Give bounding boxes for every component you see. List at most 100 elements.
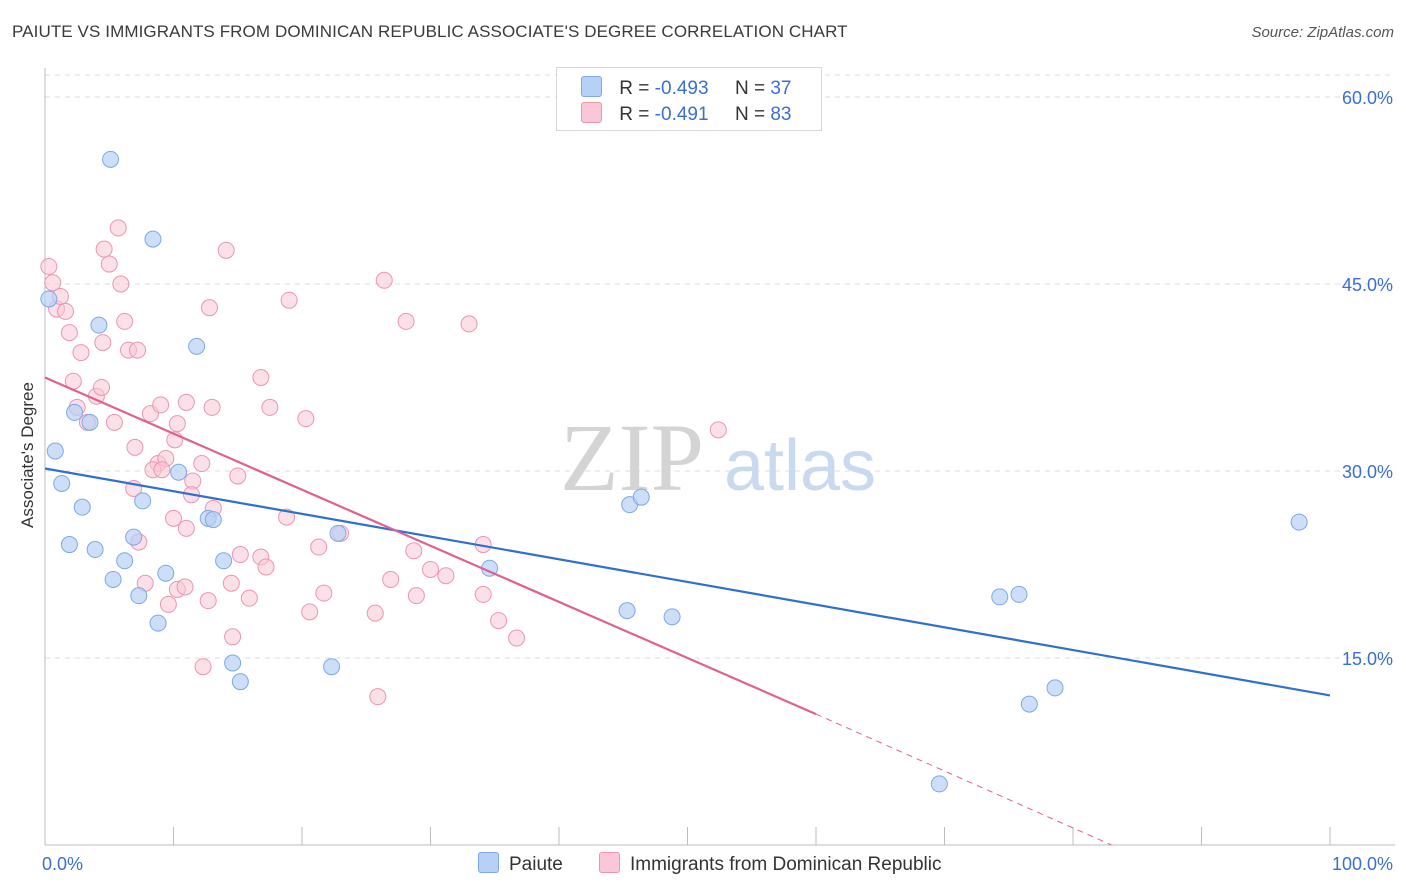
dominican-point: [508, 629, 526, 647]
paiute-point: [663, 608, 681, 626]
paiute-swatch: [478, 852, 499, 873]
dominican-point: [257, 558, 275, 576]
dominican-point: [126, 438, 144, 456]
paiute-point: [73, 498, 91, 516]
legend-n-value: 37: [770, 78, 792, 99]
paiute-point: [224, 654, 242, 672]
dominican-point: [278, 508, 296, 526]
dominican-point: [240, 589, 258, 607]
dominican-point: [40, 258, 58, 276]
dominican-point: [177, 519, 195, 537]
y-axis-label: Associate's Degree: [18, 382, 37, 528]
dominican-point: [199, 592, 217, 610]
dominican-point: [229, 467, 247, 485]
paiute-point: [134, 492, 152, 510]
dominican-point: [93, 378, 111, 396]
paiute-point: [1046, 679, 1064, 697]
dominican-point: [310, 538, 328, 556]
paiute-point: [1020, 695, 1038, 713]
dominican-point: [297, 410, 315, 428]
dominican-point: [490, 612, 508, 630]
x-tick-label: 0.0%: [42, 854, 83, 874]
paiute-point: [90, 316, 108, 334]
bottom-legend-paiute[interactable]: Paiute: [478, 852, 563, 876]
watermark-atlas: atlas: [724, 426, 876, 506]
legend-n-label: N =: [734, 104, 766, 125]
paiute-point: [618, 602, 636, 620]
legend-r-value: -0.491: [654, 104, 709, 125]
chart-title: PAIUTE VS IMMIGRANTS FROM DOMINICAN REPU…: [12, 22, 848, 41]
dominican-point: [57, 302, 75, 320]
dominican-swatch: [599, 852, 620, 873]
dominican-point: [94, 334, 112, 352]
dominican-point: [194, 658, 212, 676]
dominican-point: [193, 455, 211, 473]
dominican-point: [709, 421, 727, 439]
paiute-point: [1010, 585, 1028, 603]
dominican-point: [200, 299, 218, 317]
dominican-point: [252, 369, 270, 386]
dominican-point: [301, 603, 319, 621]
legend-n-label: N =: [734, 78, 766, 99]
paiute-point: [125, 528, 143, 546]
dominican-point: [159, 595, 177, 613]
paiute-point: [157, 564, 175, 582]
dominican-swatch: [581, 102, 602, 123]
dominican-point: [422, 560, 439, 578]
dominican-point: [165, 509, 182, 527]
axes: [44, 68, 1395, 846]
dominican-point: [109, 219, 127, 237]
correlation-legend: R = -0.493 N = 37 R = -0.491 N = 83: [556, 67, 822, 131]
dominican-point: [129, 341, 147, 359]
dominican-point: [116, 312, 134, 330]
paiute-swatch: [581, 76, 602, 97]
y-tick-label: 60.0%: [1342, 88, 1393, 108]
paiute-point: [215, 552, 233, 570]
paiute-point: [329, 524, 347, 542]
watermark: ZIP atlas: [560, 404, 876, 511]
paiute-point: [130, 587, 148, 605]
dominican-point: [405, 542, 423, 560]
dominican-point: [95, 240, 113, 258]
paiute-point: [46, 442, 64, 460]
paiute-point: [53, 474, 71, 492]
paiute-point: [144, 230, 162, 248]
grid-lines: [45, 74, 1395, 659]
dominican-point: [407, 587, 425, 605]
source-label: Source: ZipAtlas.com: [1251, 24, 1394, 41]
paiute-point: [116, 552, 134, 570]
dominican-point: [315, 584, 333, 602]
dominican-point: [474, 585, 492, 603]
bottom-legend-paiute-label: Paiute: [509, 854, 563, 875]
paiute-point: [102, 150, 120, 168]
dominican-point: [100, 255, 118, 273]
dominican-point: [177, 393, 195, 411]
legend-n-value: 83: [770, 104, 792, 125]
paiute-trendline: [44, 467, 1331, 697]
dominican-point: [105, 413, 123, 431]
dominican-trendline: [815, 713, 1112, 846]
series-dominican-points: [40, 219, 727, 706]
y-tick-label: 15.0%: [1342, 649, 1393, 669]
dominican-point: [224, 628, 242, 646]
legend-r-label: R =: [619, 78, 650, 99]
dominican-point: [152, 396, 170, 414]
tick-labels: 15.0% 30.0% 45.0% 60.0% 0.0% 100.0%: [42, 88, 1393, 874]
dominican-point: [217, 241, 235, 259]
dominican-point: [112, 275, 130, 293]
bottom-legend-dominican-label: Immigrants from Dominican Republic: [630, 854, 942, 875]
y-tick-label: 45.0%: [1342, 275, 1393, 295]
dominican-point: [176, 578, 194, 596]
paiute-point: [632, 488, 650, 506]
dominican-point: [397, 312, 415, 330]
bottom-legend-dominican[interactable]: Immigrants from Dominican Republic: [599, 852, 942, 876]
legend-row-paiute: R = -0.493 N = 37: [581, 76, 791, 102]
dominican-point: [153, 461, 171, 479]
dominican-point: [231, 546, 249, 564]
dominican-point: [168, 415, 186, 433]
series-paiute-points: [40, 150, 1308, 793]
paiute-point: [86, 541, 104, 559]
paiute-point: [149, 614, 167, 632]
dominican-point: [72, 344, 90, 362]
